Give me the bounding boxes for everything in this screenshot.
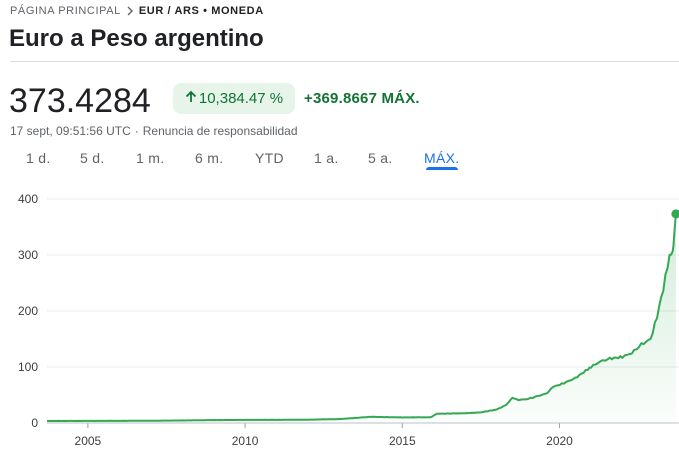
page-title: Euro a Peso argentino <box>9 25 264 52</box>
price-line <box>47 213 677 422</box>
divider <box>10 61 679 62</box>
range-tab-max[interactable]: MÁX. <box>424 150 460 166</box>
last-point-marker <box>671 209 679 219</box>
active-tab-indicator <box>426 167 458 170</box>
chevron-right-icon <box>121 4 139 18</box>
price-area <box>47 213 676 423</box>
price-chart[interactable]: 0 100 200 300 400 2005 2010 2015 2020 <box>0 185 679 458</box>
disclaimer-link[interactable]: Renuncia de responsabilidad <box>142 124 298 138</box>
y-tick-label: 0 <box>31 416 38 430</box>
range-tab-5d[interactable]: 5 d. <box>80 150 105 166</box>
x-tick-label: 2020 <box>546 434 573 448</box>
timestamp-row: 17 sept, 09:51:56 UTC · Renuncia de resp… <box>10 124 298 138</box>
breadcrumb-current: EUR / ARS • MONEDA <box>138 5 264 17</box>
range-tab-1y[interactable]: 1 a. <box>314 150 339 166</box>
range-tab-6m[interactable]: 6 m. <box>195 150 224 166</box>
range-tab-5y[interactable]: 5 a. <box>368 150 393 166</box>
timestamp-separator: · <box>134 124 139 138</box>
breadcrumb: PÁGINA PRINCIPAL EUR / ARS • MONEDA <box>10 4 264 18</box>
range-tab-1d[interactable]: 1 d. <box>26 150 51 166</box>
change-absolute: +369.8667 MÁX. <box>304 90 420 107</box>
change-percent-badge: 10,384.47 % <box>173 83 295 114</box>
x-tick-label: 2010 <box>232 434 259 448</box>
y-tick-label: 100 <box>18 360 38 374</box>
y-tick-label: 400 <box>18 192 38 206</box>
current-price: 373.4284 <box>9 82 151 120</box>
y-tick-label: 300 <box>18 248 38 262</box>
x-tick-label: 2005 <box>75 434 102 448</box>
range-tab-1m[interactable]: 1 m. <box>136 150 165 166</box>
timestamp: 17 sept, 09:51:56 UTC <box>10 124 131 138</box>
arrow-up-icon <box>185 90 197 107</box>
breadcrumb-home-link[interactable]: PÁGINA PRINCIPAL <box>10 5 121 17</box>
change-percent: 10,384.47 % <box>198 90 284 107</box>
range-tab-ytd[interactable]: YTD <box>255 150 284 166</box>
y-tick-label: 200 <box>18 304 38 318</box>
x-tick-label: 2015 <box>389 434 416 448</box>
